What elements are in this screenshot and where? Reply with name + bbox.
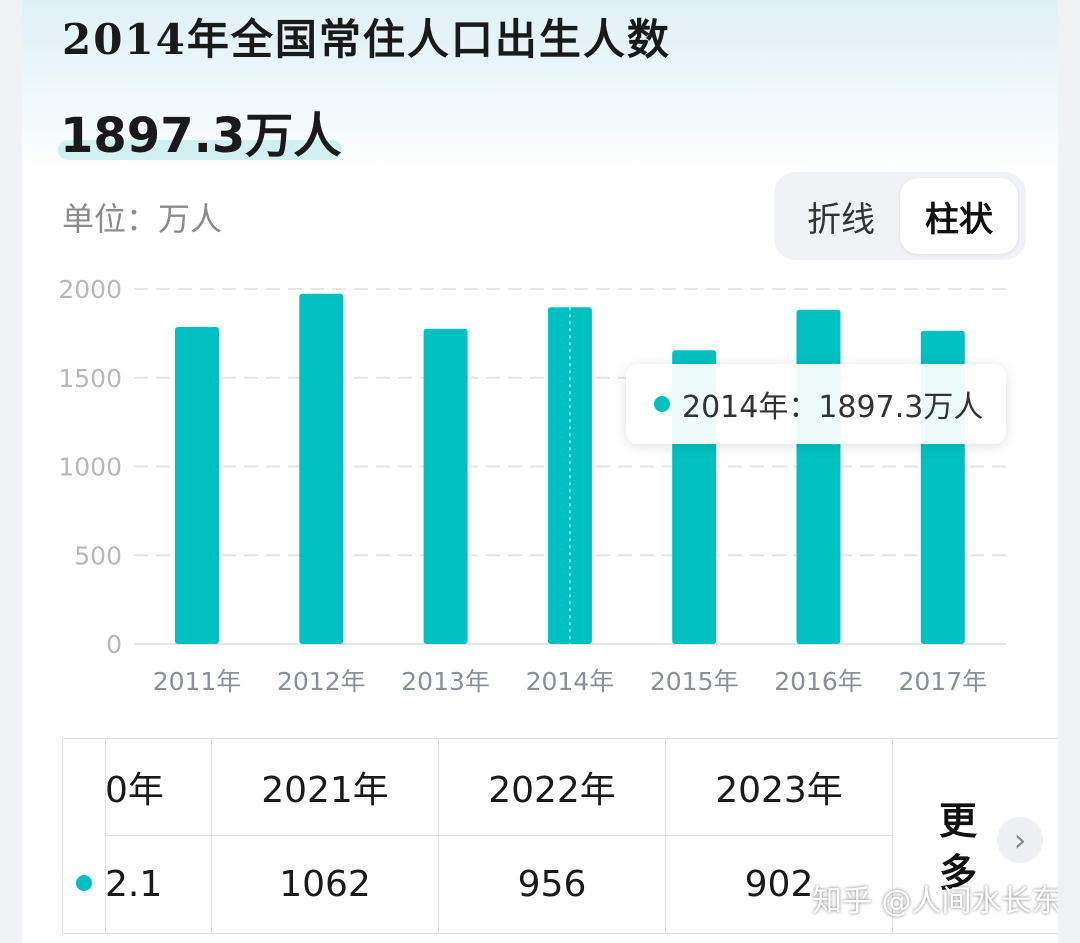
table-value-cell: 902 [744, 863, 814, 905]
table-column: 2023年 902 [666, 739, 893, 933]
table-value-cell: 1062 [279, 863, 371, 905]
table-header-cell: 0年 [105, 739, 211, 836]
y-tick-label: 1500 [58, 364, 122, 393]
x-category-label: 2015年 [650, 667, 739, 696]
chart-tooltip: 2014年：1897.3万人 [626, 364, 1006, 444]
table-column: 0年 2.1 [105, 739, 212, 933]
headline-value: 1897.3万人 [60, 108, 342, 164]
data-table: 0年 2.1 2021年 1062 2022年 956 2023年 902 更多… [62, 738, 1058, 934]
value-highlight [58, 140, 342, 160]
population-card: 2014年全国常住人口出生人数 1897.3万人 单位：万人 折线 柱状 0 50… [22, 0, 1058, 943]
y-tick-label: 500 [74, 541, 122, 570]
bar-0[interactable] [175, 326, 219, 644]
y-tick-label: 1000 [58, 453, 122, 482]
line-chart-tab[interactable]: 折线 [807, 199, 875, 240]
table-header-cell: 2021年 [212, 739, 438, 836]
table-column: 2021年 1062 [212, 739, 439, 933]
bar-1[interactable] [299, 293, 344, 644]
bar-5[interactable] [796, 309, 841, 644]
watermark: 知乎 @人间水长东 [812, 884, 1058, 919]
x-category-label: 2012年 [277, 667, 366, 696]
x-category-label: 2011年 [153, 667, 242, 696]
tooltip-text: 2014年：1897.3万人 [682, 390, 984, 425]
x-category-label: 2014年 [526, 667, 615, 696]
table-marker-column [63, 739, 106, 933]
y-tick-label: 0 [106, 630, 122, 659]
bar-2[interactable] [423, 328, 468, 644]
more-button[interactable]: 更多 › [893, 739, 1058, 933]
table-value-cell: 956 [517, 863, 587, 905]
chart-type-toggle: 折线 柱状 [774, 172, 1026, 260]
page-title: 2014年全国常住人口出生人数 [62, 15, 671, 64]
series-dot [76, 875, 92, 891]
unit-label: 单位：万人 [62, 200, 223, 238]
table-column: 2022年 956 [439, 739, 666, 933]
chart-x-labels: 2011年 2012年 2013年 2014年 2015年 2016年 2017年 [153, 667, 987, 696]
chart-bars [175, 293, 965, 644]
y-tick-label: 2000 [58, 275, 122, 304]
table-header-cell: 2022年 [439, 739, 665, 836]
x-category-label: 2013年 [401, 667, 490, 696]
x-category-label: 2016年 [774, 667, 863, 696]
chevron-right-icon[interactable]: › [997, 817, 1043, 863]
bar-chart-tab[interactable]: 柱状 [900, 178, 1018, 254]
tooltip-series-dot [654, 396, 670, 412]
table-value-cell: 2.1 [105, 863, 163, 905]
table-header-cell: 2023年 [666, 739, 892, 836]
more-label: 更多 [938, 798, 977, 895]
x-category-label: 2017年 [898, 667, 987, 696]
